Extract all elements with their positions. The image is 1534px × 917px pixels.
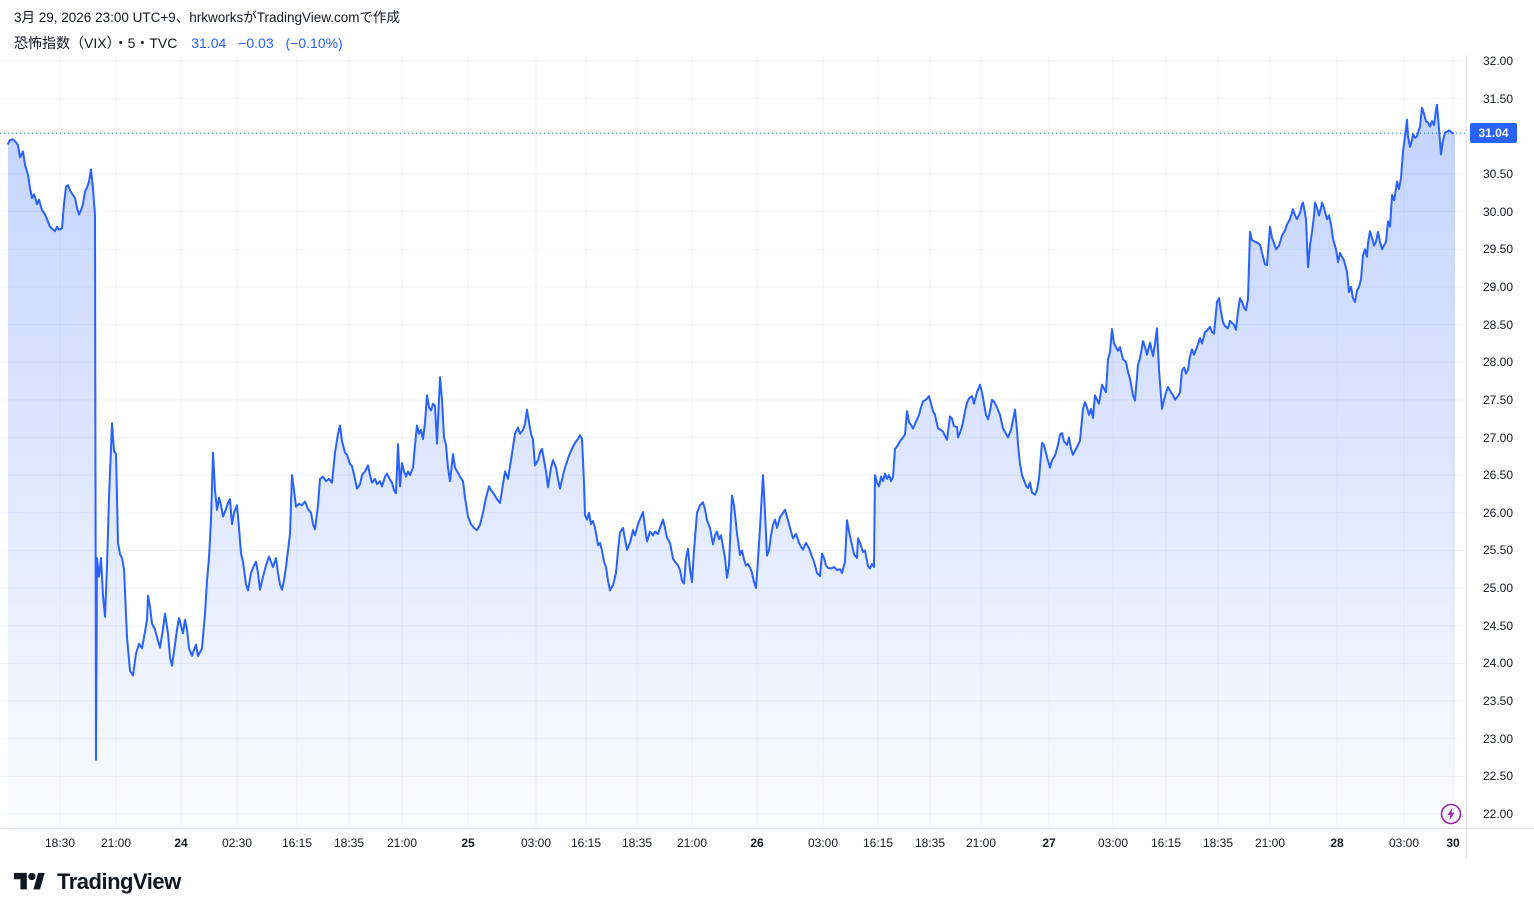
symbol-legend[interactable]: 恐怖指数（VIX）・5・TVC 31.04 −0.03 (−0.10%) — [14, 33, 343, 53]
price-tick-label: 26.50 — [1483, 468, 1514, 483]
price-tick-label: 26.00 — [1483, 505, 1514, 520]
time-tick-label: 03:00 — [807, 836, 839, 850]
price-tick-label: 23.50 — [1483, 694, 1514, 709]
time-axis-separator — [0, 828, 1534, 829]
price-tick-label: 30.00 — [1483, 204, 1514, 219]
time-tick-label: 16:15 — [862, 836, 894, 850]
time-tick-label: 18:35 — [1202, 836, 1234, 850]
price-tick-label: 24.50 — [1483, 618, 1514, 633]
symbol-title: 恐怖指数（VIX）・5・TVC — [14, 35, 178, 51]
time-tick-label: 21:00 — [100, 836, 132, 850]
last-price-value: 31.04 — [191, 35, 227, 51]
time-tick-label: 18:35 — [621, 836, 653, 850]
price-axis-separator — [1466, 55, 1467, 858]
price-tick-label: 24.00 — [1483, 656, 1514, 671]
price-tick-label: 27.50 — [1483, 392, 1514, 407]
time-tick-label: 16:15 — [570, 836, 602, 850]
price-tick-label: 28.50 — [1483, 317, 1514, 332]
price-tick-label: 30.50 — [1483, 166, 1514, 181]
price-change-percent: (−0.10%) — [285, 35, 343, 51]
time-tick-label: 18:30 — [44, 836, 76, 850]
realtime-data-icon[interactable] — [1440, 803, 1462, 825]
price-tick-label: 29.50 — [1483, 242, 1514, 257]
price-change-value: −0.03 — [238, 35, 274, 51]
time-tick-label: 21:00 — [1254, 836, 1286, 850]
time-tick-label: 18:35 — [333, 836, 365, 850]
price-tick-label: 27.00 — [1483, 430, 1514, 445]
time-tick-label: 24 — [174, 836, 188, 850]
time-tick-label: 25 — [461, 836, 475, 850]
price-tick-label: 32.00 — [1483, 54, 1514, 68]
lightning-bolt-icon — [1440, 803, 1462, 825]
time-tick-label: 30 — [1446, 836, 1460, 850]
price-tick-label: 25.00 — [1483, 581, 1514, 596]
price-tick-label: 22.50 — [1483, 769, 1514, 784]
time-tick-label: 26 — [750, 836, 764, 850]
time-tick-label: 28 — [1330, 836, 1344, 850]
price-tick-label: 28.00 — [1483, 355, 1514, 370]
tradingview-logo[interactable]: TradingView — [14, 869, 181, 895]
time-tick-label: 27 — [1042, 836, 1056, 850]
price-tick-label: 23.00 — [1483, 731, 1514, 746]
price-tick-label: 25.50 — [1483, 543, 1514, 558]
time-tick-label: 21:00 — [676, 836, 708, 850]
time-axis[interactable]: 18:30 21:00 24 02:30 16:15 18:35 21:00 25 03:00 1… — [0, 828, 1466, 858]
tradingview-logo-mark — [14, 872, 45, 890]
time-tick-label: 02:30 — [221, 836, 253, 850]
series-line — [7, 103, 1454, 761]
time-tick-label: 21:00 — [386, 836, 418, 850]
series-area-fill — [8, 104, 1455, 828]
time-tick-label: 18:35 — [914, 836, 946, 850]
time-tick-label: 16:15 — [1150, 836, 1182, 850]
time-tick-label: 21:00 — [965, 836, 997, 850]
time-tick-label: 03:00 — [520, 836, 552, 850]
time-tick-label: 03:00 — [1388, 836, 1420, 850]
price-tick-label: 31.50 — [1483, 91, 1514, 106]
time-tick-label: 03:00 — [1097, 836, 1129, 850]
last-price-badge: 31.04 — [1470, 123, 1517, 144]
tradingview-logo-text: TradingView — [57, 869, 181, 894]
chart-attribution: 3月 29, 2026 23:00 UTC+9、hrkworksがTrading… — [14, 10, 401, 25]
price-tick-label: 29.00 — [1483, 279, 1514, 294]
price-axis[interactable]: 32.00 31.50 30.50 30.00 29.50 29.00 28.50 28.00… — [1466, 54, 1534, 828]
time-tick-label: 16:15 — [281, 836, 313, 850]
price-tick-label: 22.00 — [1483, 807, 1514, 821]
